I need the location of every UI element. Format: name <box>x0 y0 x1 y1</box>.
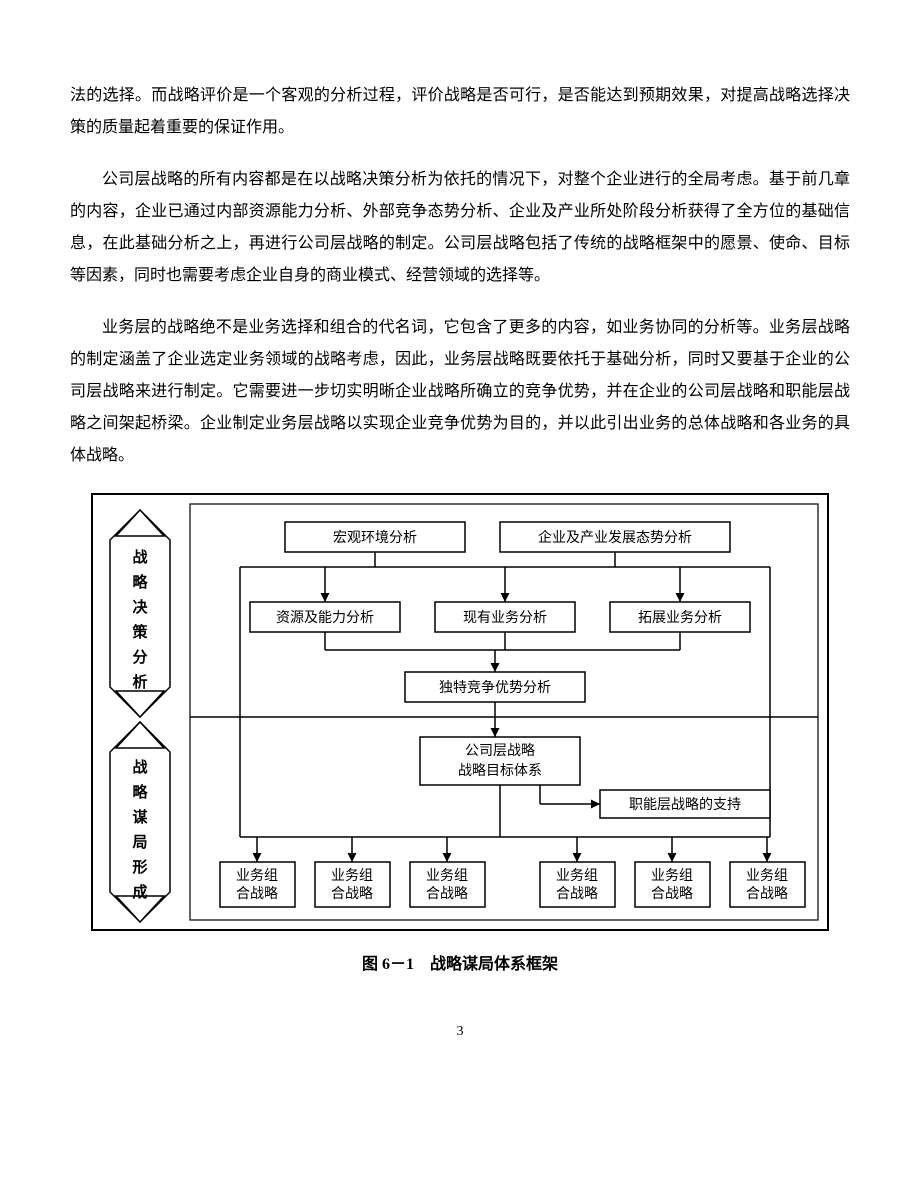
svg-text:谋: 谋 <box>132 809 148 826</box>
svg-text:合战略: 合战略 <box>331 886 373 902</box>
svg-text:资源及能力分析: 资源及能力分析 <box>276 610 374 626</box>
svg-text:业务组: 业务组 <box>331 868 373 884</box>
svg-text:合战略: 合战略 <box>426 886 468 902</box>
svg-text:决: 决 <box>132 598 148 616</box>
node-business-4: 业务组 合战略 <box>540 862 615 907</box>
svg-text:企业及产业发展态势分析: 企业及产业发展态势分析 <box>538 529 692 546</box>
svg-text:拓展业务分析: 拓展业务分析 <box>638 610 722 626</box>
svg-text:略: 略 <box>132 573 148 591</box>
figure-6-1: 战 略 决 策 分 析 战 略 谋 局 形 成 宏观环境分析 企业及产业发展态势… <box>90 492 830 932</box>
paragraph-1: 法的选择。而战略评价是一个客观的分析过程，评价战略是否可行，是否能达到预期效果，… <box>70 80 850 144</box>
svg-text:分: 分 <box>132 649 147 666</box>
svg-text:业务组: 业务组 <box>746 868 788 884</box>
strategy-framework-flowchart: 战 略 决 策 分 析 战 略 谋 局 形 成 宏观环境分析 企业及产业发展态势… <box>90 492 830 932</box>
svg-text:合战略: 合战略 <box>556 886 598 902</box>
svg-text:战略目标体系: 战略目标体系 <box>458 763 542 779</box>
svg-text:公司层战略: 公司层战略 <box>465 743 535 759</box>
svg-text:独特竞争优势分析: 独特竞争优势分析 <box>439 679 551 696</box>
svg-text:业务组: 业务组 <box>426 868 468 884</box>
svg-text:业务组: 业务组 <box>236 868 278 884</box>
node-business-5: 业务组 合战略 <box>635 862 710 907</box>
svg-text:业务组: 业务组 <box>651 868 693 884</box>
svg-text:职能层战略的支持: 职能层战略的支持 <box>629 797 741 813</box>
node-business-1: 业务组 合战略 <box>220 862 295 907</box>
svg-text:策: 策 <box>131 623 148 641</box>
svg-text:略: 略 <box>132 783 148 801</box>
svg-text:析: 析 <box>132 673 147 691</box>
paragraph-2: 公司层战略的所有内容都是在以战略决策分析为依托的情况下，对整个企业进行的全局考虑… <box>70 164 850 292</box>
node-business-6: 业务组 合战略 <box>730 862 805 907</box>
paragraph-3: 业务层的战略绝不是业务选择和组合的代名词，它包含了更多的内容，如业务协同的分析等… <box>70 312 850 472</box>
svg-text:现有业务分析: 现有业务分析 <box>463 610 547 626</box>
page-number: 3 <box>70 1024 850 1040</box>
svg-text:形: 形 <box>132 858 147 876</box>
figure-caption: 图 6－1 战略谋局体系框架 <box>70 950 850 974</box>
svg-text:合战略: 合战略 <box>746 886 788 902</box>
svg-text:战: 战 <box>132 758 147 776</box>
svg-text:局: 局 <box>131 834 147 851</box>
node-business-2: 业务组 合战略 <box>315 862 390 907</box>
svg-text:合战略: 合战略 <box>236 886 278 902</box>
svg-text:业务组: 业务组 <box>556 868 598 884</box>
svg-text:宏观环境分析: 宏观环境分析 <box>333 530 417 546</box>
node-business-3: 业务组 合战略 <box>410 862 485 907</box>
svg-text:成: 成 <box>132 883 147 901</box>
svg-text:战: 战 <box>132 548 147 566</box>
svg-text:合战略: 合战略 <box>651 886 693 902</box>
